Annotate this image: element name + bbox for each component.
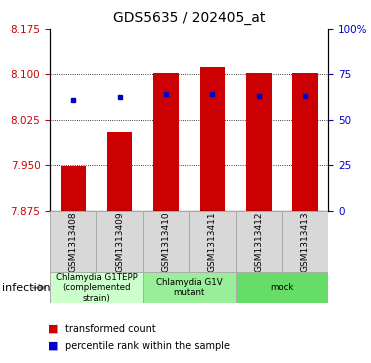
Bar	[143, 272, 236, 303]
Text: GSM1313412: GSM1313412	[254, 211, 263, 272]
Text: mock: mock	[270, 283, 294, 292]
Title: GDS5635 / 202405_at: GDS5635 / 202405_at	[113, 11, 265, 25]
Bar	[236, 272, 328, 303]
Text: Chlamydia G1V
mutant: Chlamydia G1V mutant	[156, 278, 223, 297]
Text: ■: ■	[48, 340, 59, 351]
Bar	[50, 272, 143, 303]
Text: GSM1313411: GSM1313411	[208, 211, 217, 272]
Text: GSM1313413: GSM1313413	[301, 211, 310, 272]
Bar	[282, 211, 328, 272]
Bar	[143, 211, 189, 272]
Bar	[246, 73, 272, 211]
Text: ■: ■	[48, 323, 59, 334]
Bar	[292, 73, 318, 211]
Text: percentile rank within the sample: percentile rank within the sample	[65, 340, 230, 351]
Text: GSM1313409: GSM1313409	[115, 211, 124, 272]
Bar	[96, 211, 143, 272]
Bar	[60, 166, 86, 211]
Bar	[236, 211, 282, 272]
Bar	[200, 66, 225, 211]
Text: Chlamydia G1TEPP
(complemented
strain): Chlamydia G1TEPP (complemented strain)	[56, 273, 137, 303]
Text: GSM1313410: GSM1313410	[161, 211, 171, 272]
Bar	[107, 132, 132, 211]
Bar	[50, 211, 96, 272]
Bar	[153, 73, 179, 211]
Text: transformed count: transformed count	[65, 323, 156, 334]
Text: GSM1313408: GSM1313408	[69, 211, 78, 272]
Text: infection: infection	[2, 283, 50, 293]
Bar	[189, 211, 236, 272]
